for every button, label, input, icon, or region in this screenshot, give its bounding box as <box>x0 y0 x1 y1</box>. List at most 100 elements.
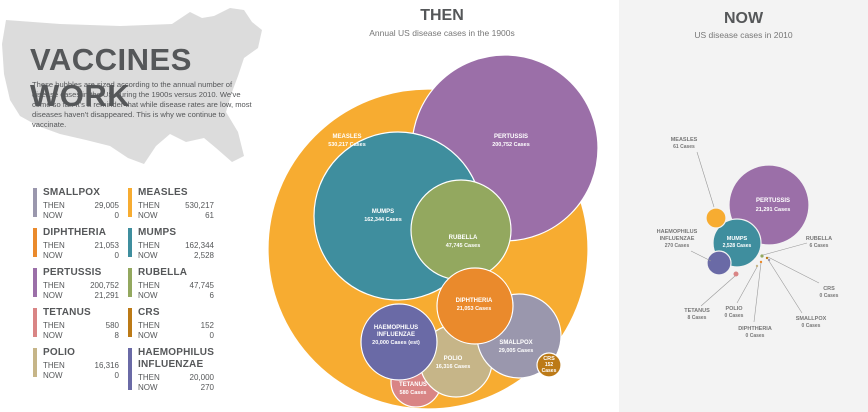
legend-then-label: THEN <box>43 201 65 210</box>
legend-then-value: 47,745 <box>189 281 214 290</box>
legend-item-pertussis: PERTUSSIS THEN 200,752 NOW 21,291 <box>33 267 129 302</box>
now-value-polio: 0 Cases <box>725 313 744 319</box>
bubble-value-crs-2: Cases <box>542 368 557 374</box>
legend-name: DIPHTHERIA <box>43 227 106 239</box>
legend-now-label: NOW <box>43 331 63 340</box>
legend-now-value: 61 <box>205 211 214 220</box>
legend-name: HAEMOPHILUS INFLUENZAE <box>138 347 214 371</box>
legend-name-part: DIPHTHERIA <box>43 227 107 238</box>
bubble-value-measles: 530,217 Cases <box>328 142 366 148</box>
legend-item-measles: MEASLES THEN 530,217 NOW 61 <box>128 187 224 222</box>
legend-name: MEASLES <box>138 187 188 199</box>
legend-now-value: 0 <box>114 211 119 220</box>
us-map-icon <box>2 8 262 164</box>
now-label-tetanus: TETANUS <box>684 308 710 314</box>
then-title: THEN <box>420 7 464 24</box>
leader-line-crs <box>767 256 820 284</box>
legend-swatch <box>33 268 37 297</box>
legend-name-part: POLIO <box>43 347 76 358</box>
leader-line-tetanus <box>700 275 736 307</box>
legend-item-rubella: RUBELLA THEN 47,745 NOW 6 <box>128 267 224 302</box>
legend-then-value: 20,000 <box>189 373 214 382</box>
legend-item-polio: POLIO THEN 16,316 NOW 0 <box>33 347 129 382</box>
bubble-diphtheria <box>436 267 514 345</box>
now-bubble-diphtheria <box>759 260 763 264</box>
bubble-value-polio: 16,316 Cases <box>436 364 471 370</box>
legend-now-label: NOW <box>43 371 63 380</box>
now-subtitle: US disease cases in 2010 <box>694 30 793 40</box>
bubble-value-diphtheria: 21,053 Cases <box>457 306 492 312</box>
bubble-label-pertussis: PERTUSSIS <box>494 134 528 140</box>
intro-panel: VACCINES WORK These bubbles are sized ac… <box>0 0 270 412</box>
leader-line-polio <box>736 266 758 304</box>
legend-then-label: THEN <box>138 321 160 330</box>
then-subtitle: Annual US disease cases in the 1900s <box>369 28 515 38</box>
bubble-label-tetanus: TETANUS <box>399 382 427 388</box>
legend-name-part: INFLUENZAE <box>138 359 204 370</box>
legend-now-label: NOW <box>138 211 158 220</box>
now-bubble-value-mumps: 2,528 Cases <box>723 243 752 249</box>
legend-item-haemophilus-influenzae: HAEMOPHILUS INFLUENZAE THEN 20,000 NOW 270 <box>128 347 224 392</box>
legend-name-part: HAEMOPHILUS <box>138 347 215 358</box>
now-label-haemophilus-2: INFLUENZAE <box>660 236 695 242</box>
legend-then-label: THEN <box>138 281 160 290</box>
legend-then-label: THEN <box>43 361 65 370</box>
bubble-rubella <box>410 179 512 281</box>
legend-then-label: THEN <box>138 373 160 382</box>
now-label-polio: POLIO <box>725 306 743 312</box>
leader-line-haemophilus-influenzae <box>690 250 712 262</box>
legend-name-part: TETANUS <box>43 307 91 318</box>
legend-then-value: 29,005 <box>94 201 119 210</box>
legend-then-value: 580 <box>105 321 119 330</box>
legend-then-label: THEN <box>43 281 65 290</box>
legend-name-part: RUBELLA <box>138 267 188 278</box>
legend-now-label: NOW <box>138 291 158 300</box>
legend-swatch <box>33 348 37 377</box>
legend-now-value: 21,291 <box>94 291 119 300</box>
legend-name-part: SMALLPOX <box>43 187 101 198</box>
now-label-crs: CRS <box>823 286 835 292</box>
now-bubble-label-mumps: MUMPS <box>727 236 748 242</box>
bubble-value-mumps: 162,344 Cases <box>364 217 402 223</box>
bubble-label-smallpox: SMALLPOX <box>499 340 532 346</box>
legend-name-part: PERTUSSIS <box>43 267 102 278</box>
now-value-rubella: 6 Cases <box>810 243 829 249</box>
now-label-haemophilus: HAEMOPHILUS <box>657 229 698 235</box>
legend-swatch <box>128 348 132 390</box>
bubble-label-crs: CRS <box>543 356 555 362</box>
legend-then-value: 200,752 <box>90 281 119 290</box>
legend-name: TETANUS <box>43 307 91 319</box>
now-label-diphtheria: DIPHTHERIA <box>738 326 772 332</box>
bubble-value-tetanus: 580 Cases <box>400 390 427 396</box>
now-bubble-rubella <box>760 254 764 258</box>
legend-swatch <box>33 308 37 337</box>
then-bubble-chart: MEASLES 530,217 Cases PERTUSSIS 200,752 Cas… <box>268 54 599 410</box>
legend-now-value: 270 <box>200 383 214 392</box>
bubble-label-mumps: MUMPS <box>372 209 394 215</box>
bubble-label-haemophilus-influenzae: HAEMOPHILUS <box>374 325 418 331</box>
now-value-diphtheria: 0 Cases <box>746 333 765 339</box>
leader-line-rubella <box>762 242 808 256</box>
legend-then-value: 162,344 <box>185 241 214 250</box>
legend-item-crs: CRS THEN 152 NOW 0 <box>128 307 224 342</box>
legend-name-part: MEASLES <box>138 187 188 198</box>
legend-then-value: 152 <box>200 321 214 330</box>
legend-then-value: 16,316 <box>94 361 119 370</box>
now-value-crs: 0 Cases <box>820 293 839 299</box>
legend-name: POLIO <box>43 347 75 359</box>
legend-now-label: NOW <box>43 251 63 260</box>
bubble-value-rubella: 47,745 Cases <box>446 243 481 249</box>
now-title: NOW <box>723 10 764 27</box>
legend-then-value: 530,217 <box>185 201 214 210</box>
legend-then-label: THEN <box>43 241 65 250</box>
legend-name: RUBELLA <box>138 267 187 279</box>
now-label-smallpox: SMALLPOX <box>796 316 827 322</box>
bubble-value-pertussis: 200,752 Cases <box>492 142 530 148</box>
legend-name-part: CRS <box>138 307 160 318</box>
now-value-haemophilus: 270 Cases <box>665 243 690 249</box>
legend-now-value: 0 <box>209 331 214 340</box>
bubble-value-haemophilus-influenzae: 20,000 Cases (est) <box>372 340 420 346</box>
now-label-measles: MEASLES <box>671 137 698 143</box>
legend-now-label: NOW <box>138 251 158 260</box>
